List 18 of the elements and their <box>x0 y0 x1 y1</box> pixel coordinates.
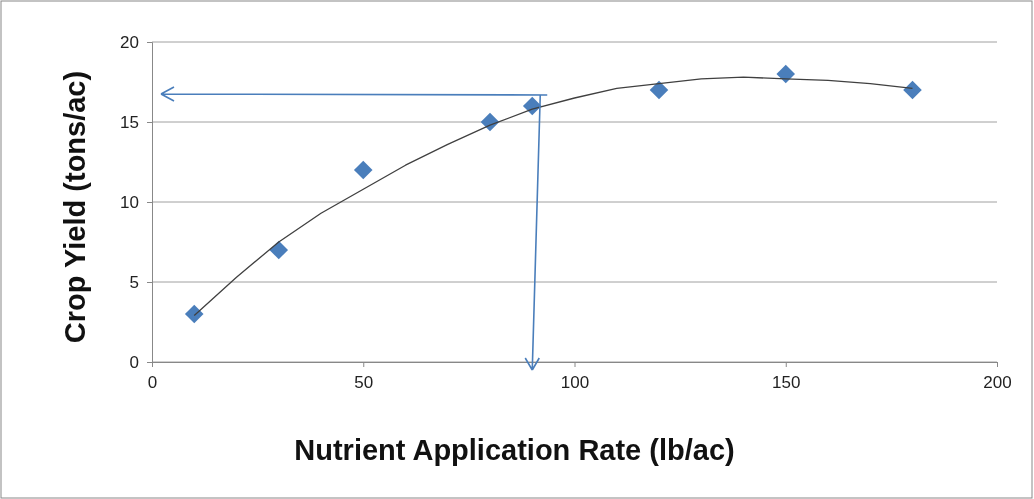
y-tick-label: 15 <box>120 112 139 132</box>
x-tick-label: 200 <box>983 373 1012 393</box>
x-axis-title: Nutrient Application Rate (lb/ac) <box>294 434 735 466</box>
y-tick-label: 5 <box>129 272 139 292</box>
y-tick-label: 10 <box>120 192 139 212</box>
point <box>184 304 204 324</box>
point <box>776 64 796 84</box>
x-tick-label: 50 <box>354 373 374 393</box>
y-axis-title: Crop Yield (tons/ac) <box>59 70 91 344</box>
point <box>522 96 542 116</box>
point <box>353 160 373 180</box>
x-tick-label: 150 <box>772 373 801 393</box>
y-tick-label: 20 <box>120 32 139 52</box>
y-tick-label: 0 <box>129 352 139 372</box>
x-tick-label: 100 <box>560 373 590 393</box>
x-tick-label: 0 <box>147 373 158 393</box>
point <box>649 80 669 100</box>
point <box>269 240 289 260</box>
